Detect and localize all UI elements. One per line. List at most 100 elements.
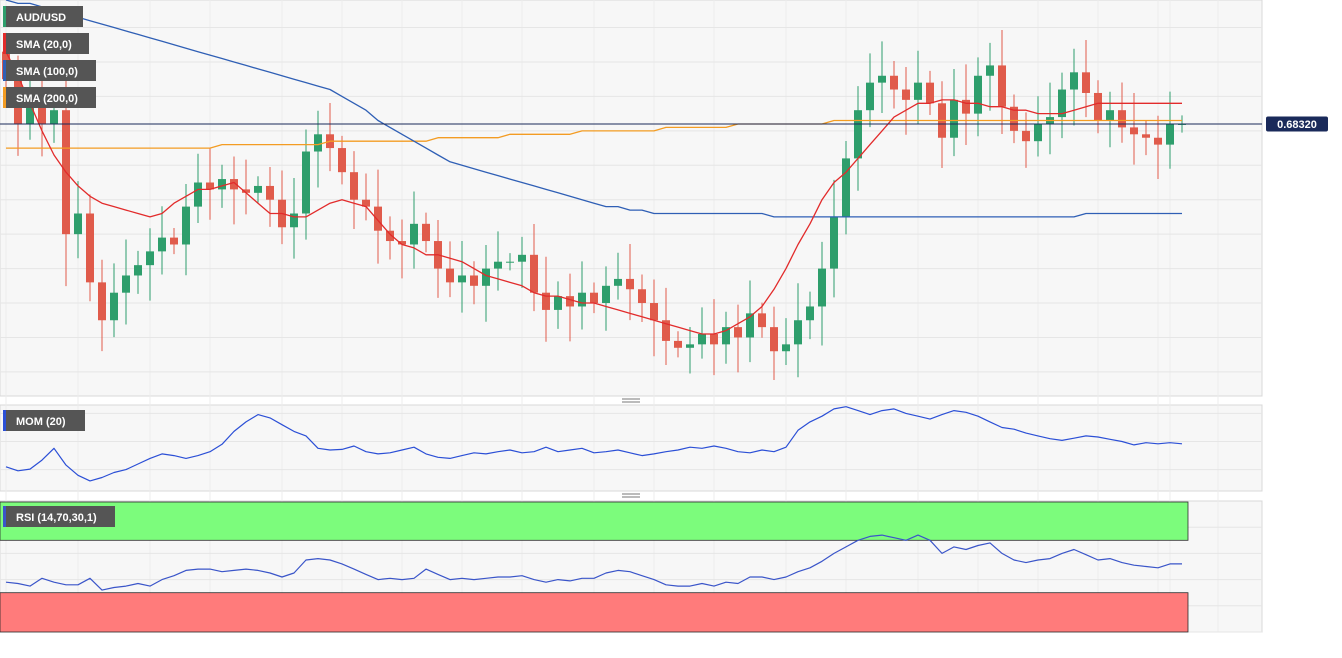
legend-sma200[interactable]: SMA (200,0): [3, 87, 96, 108]
candle-body: [770, 327, 778, 352]
candle-body: [986, 65, 994, 76]
candle-body: [566, 296, 574, 307]
candle-body: [458, 275, 466, 283]
panel-splitter-2[interactable]: [622, 493, 640, 498]
candle-body: [350, 172, 358, 200]
candle-body: [962, 99, 970, 114]
candle-body: [470, 275, 478, 286]
candle-body: [794, 320, 802, 345]
candle-body: [626, 278, 634, 290]
legend-sma100[interactable]: SMA (100,0): [3, 60, 96, 81]
candle-body: [1022, 130, 1030, 142]
candle-body: [974, 75, 982, 114]
candle-body: [74, 213, 82, 235]
candle-body: [266, 185, 274, 200]
candle-body: [170, 237, 178, 245]
legend-sma100-label: SMA (100,0): [16, 66, 78, 78]
candle-body: [698, 334, 706, 345]
candle-body: [158, 237, 166, 252]
candle-body: [254, 185, 262, 193]
candle-body: [950, 99, 958, 138]
candle-body: [722, 327, 730, 345]
candle-body: [686, 344, 694, 348]
candle-body: [218, 179, 226, 190]
legend-sma20[interactable]: SMA (20,0): [3, 33, 89, 54]
candle-body: [230, 179, 238, 190]
candle-body: [1106, 110, 1114, 121]
indicator-lines: [5, 0, 1183, 591]
candle-body: [1154, 137, 1162, 145]
candle-body: [374, 206, 382, 231]
candle-body: [554, 296, 562, 310]
candle-body: [518, 254, 526, 262]
candle-body: [1010, 106, 1018, 131]
legend-sma200-label: SMA (200,0): [16, 93, 78, 105]
legend-mom[interactable]: MOM (20): [3, 410, 85, 431]
rsi-overbought-zone: [0, 501, 1189, 541]
candle-body: [758, 313, 766, 328]
candles: [2, 29, 1186, 380]
candle-body: [890, 75, 898, 90]
candle-body: [146, 251, 154, 266]
rsi-oversold-zone: [0, 592, 1189, 633]
candle-body: [590, 292, 598, 304]
rsi-line: [5, 534, 1182, 591]
sma100-line: [5, 0, 1182, 218]
candle-body: [134, 265, 142, 276]
candle-body: [494, 261, 502, 269]
candle-body: [650, 303, 658, 321]
candle-body: [854, 110, 862, 159]
legend-sma20-label: SMA (20,0): [16, 39, 72, 51]
candle-body: [242, 189, 250, 193]
candle-body: [926, 82, 934, 104]
legend-mom-label: MOM (20): [16, 416, 66, 428]
legend-rsi-label: RSI (14,70,30,1): [16, 512, 97, 524]
rsi-zones: [0, 501, 1189, 633]
candle-body: [314, 134, 322, 152]
sma20-line: [5, 51, 1182, 335]
legend-symbol-label: AUD/USD: [16, 12, 66, 24]
candle-body: [86, 213, 94, 283]
candle-body: [614, 278, 622, 286]
candle-body: [530, 254, 538, 293]
candle-body: [542, 292, 550, 310]
candle-body: [806, 306, 814, 321]
candle-body: [386, 230, 394, 242]
candle-body: [1082, 72, 1090, 93]
candle-body: [1166, 123, 1174, 145]
candle-body: [842, 158, 850, 217]
candle-body: [398, 241, 406, 245]
candle-body: [446, 268, 454, 283]
candle-body: [26, 103, 34, 124]
candle-body: [362, 199, 370, 207]
candle-body: [110, 292, 118, 321]
candle-body: [302, 151, 310, 214]
mom-line: [5, 406, 1183, 482]
candle-body: [50, 110, 58, 124]
candle-body: [38, 103, 46, 124]
candle-body: [1118, 110, 1126, 128]
candle-body: [290, 213, 298, 228]
legend-rsi[interactable]: RSI (14,70,30,1): [3, 506, 115, 527]
candle-body: [602, 285, 610, 304]
candle-body: [206, 182, 214, 190]
candle-body: [662, 320, 670, 341]
candle-body: [830, 216, 838, 269]
candle-body: [98, 282, 106, 321]
legend-symbol[interactable]: AUD/USD: [3, 6, 83, 27]
candle-body: [194, 182, 202, 207]
candle-body: [818, 268, 826, 307]
candle-body: [578, 292, 586, 307]
candle-body: [782, 344, 790, 352]
candle-body: [1094, 92, 1102, 121]
panel-splitter-1[interactable]: [622, 398, 640, 403]
candle-body: [122, 275, 130, 293]
candle-body: [878, 75, 886, 83]
candle-body: [1070, 72, 1078, 90]
candle-body: [506, 261, 514, 263]
candle-body: [914, 82, 922, 100]
candle-body: [410, 223, 418, 245]
candle-body: [998, 65, 1006, 107]
current-price-value: 0.68320: [1277, 119, 1317, 131]
candle-body: [866, 82, 874, 111]
